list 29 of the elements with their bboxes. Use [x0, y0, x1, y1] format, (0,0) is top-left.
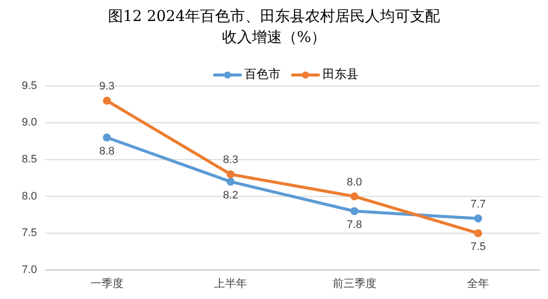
- point: [474, 214, 482, 222]
- data-label: 8.2: [222, 190, 238, 202]
- y-tick-label: 9.0: [22, 116, 37, 129]
- y-tick-label: 9.5: [22, 80, 37, 92]
- data-label: 7.7: [470, 198, 486, 210]
- point: [102, 134, 111, 142]
- data-label: 7.5: [470, 241, 486, 254]
- point: [226, 170, 235, 178]
- data-label: 8.8: [99, 145, 115, 158]
- chart-title: 图12 2024年百色市、田东县农村居民人均可支配收入增速（%）: [106, 6, 442, 48]
- x-tick-label: 一季度: [90, 276, 124, 290]
- point: [226, 178, 235, 186]
- data-label: 9.3: [99, 80, 115, 93]
- y-tick-label: 7.0: [22, 264, 37, 276]
- data-label: 8.3: [222, 154, 238, 166]
- y-tick-label: 7.5: [22, 227, 37, 240]
- point: [102, 96, 111, 105]
- point: [474, 229, 482, 238]
- x-tick-label: 上半年: [214, 276, 248, 290]
- y-tick-label: 8.5: [22, 154, 37, 166]
- point: [350, 207, 358, 216]
- legend-label: 田东县: [322, 67, 358, 82]
- y-tick-label: 8.0: [22, 190, 37, 202]
- data-label: 7.8: [346, 219, 362, 232]
- x-tick-label: 全年: [467, 278, 490, 290]
- point: [350, 192, 358, 200]
- legend-label: 百色市: [244, 67, 280, 82]
- x-tick-label: 前三季度: [332, 276, 376, 290]
- data-label: 8.0: [346, 176, 362, 188]
